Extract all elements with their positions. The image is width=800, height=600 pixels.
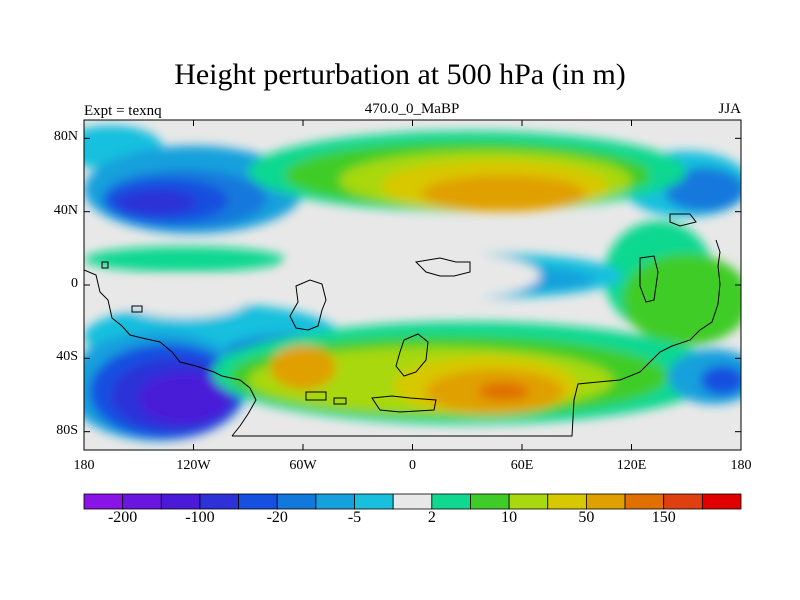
colorbar-label: -200 — [107, 509, 138, 526]
colorbar-swatch — [547, 493, 587, 510]
colorbar-label: 2 — [427, 509, 436, 526]
coastline-southern-edge — [232, 239, 721, 437]
x-tick-label: 180 — [73, 458, 95, 473]
colorbar-swatch — [508, 493, 549, 510]
x-tick-label: 0 — [409, 458, 416, 473]
x-tick-label: 60E — [510, 458, 534, 473]
colorbar-swatch — [160, 493, 201, 510]
map-title: Height perturbation at 500 hPa (in m) — [174, 58, 626, 91]
colorbar-swatch — [122, 493, 162, 510]
colorbar-swatch — [470, 493, 510, 510]
y-tick-label: 80N — [53, 129, 78, 145]
colorbar-label: 150 — [651, 509, 676, 526]
contour-region — [664, 167, 741, 212]
colorbar-swatch — [663, 493, 703, 510]
contour-region — [478, 382, 530, 401]
y-tick-label: 80S — [56, 422, 78, 438]
colorbar-swatch — [238, 493, 278, 510]
coastline-landmass-a — [289, 279, 327, 331]
coastline-island-c — [101, 261, 109, 269]
colorbar-swatch — [83, 493, 124, 510]
coastline-landmass-f — [669, 213, 697, 227]
colorbar-swatch — [586, 493, 626, 510]
colorbar-label: 10 — [501, 509, 518, 526]
axis-ticks — [83, 120, 742, 450]
coastlines — [84, 213, 721, 437]
x-tick-label: 120E — [616, 458, 647, 473]
colorbar-swatch — [354, 493, 394, 510]
coastline-island-a — [305, 391, 327, 401]
season-label: JJA — [718, 101, 741, 117]
contour-region — [116, 189, 198, 216]
contour-region — [270, 345, 336, 390]
contour-region — [84, 246, 285, 273]
x-tick-label: 180 — [730, 458, 752, 473]
contour-region — [138, 373, 230, 425]
y-tick-label: 40S — [56, 349, 78, 365]
colorbar — [83, 493, 742, 510]
y-tick-label: 0 — [71, 276, 78, 291]
time-label: 470.0_0_MaBP — [364, 101, 460, 117]
colorbar-label: -100 — [185, 509, 215, 526]
y-tick-label: 40N — [53, 202, 78, 218]
contour-field — [84, 120, 741, 450]
coastline-island-b — [333, 397, 347, 405]
colorbar-swatch — [624, 493, 665, 510]
x-tick-label: 60W — [289, 458, 317, 473]
contour-region — [421, 175, 586, 212]
colorbar-swatch — [199, 493, 239, 510]
colorbar-swatch — [431, 493, 471, 510]
coastline-landmass-d — [371, 395, 437, 413]
colorbar-label: -5 — [347, 509, 362, 526]
colorbar-swatch — [392, 493, 433, 510]
coastline-island-d — [131, 305, 143, 313]
contour-region — [284, 250, 541, 302]
contour-region — [622, 253, 741, 346]
colorbar-swatch — [701, 493, 742, 510]
coastline-landmass-b — [395, 333, 429, 377]
coastline-landmass-c — [414, 257, 471, 277]
x-tick-label: 120W — [176, 458, 211, 473]
coastline-americas-west — [84, 269, 257, 437]
contour-region — [120, 281, 249, 318]
coastline-landmass-e — [639, 255, 659, 303]
colorbar-label: 50 — [578, 509, 595, 526]
contour-region — [700, 365, 741, 395]
colorbar-swatch — [315, 493, 355, 510]
experiment-label: Expt = texnq — [84, 103, 162, 119]
colorbar-swatch — [276, 493, 317, 510]
colorbar-label: -20 — [266, 509, 288, 526]
